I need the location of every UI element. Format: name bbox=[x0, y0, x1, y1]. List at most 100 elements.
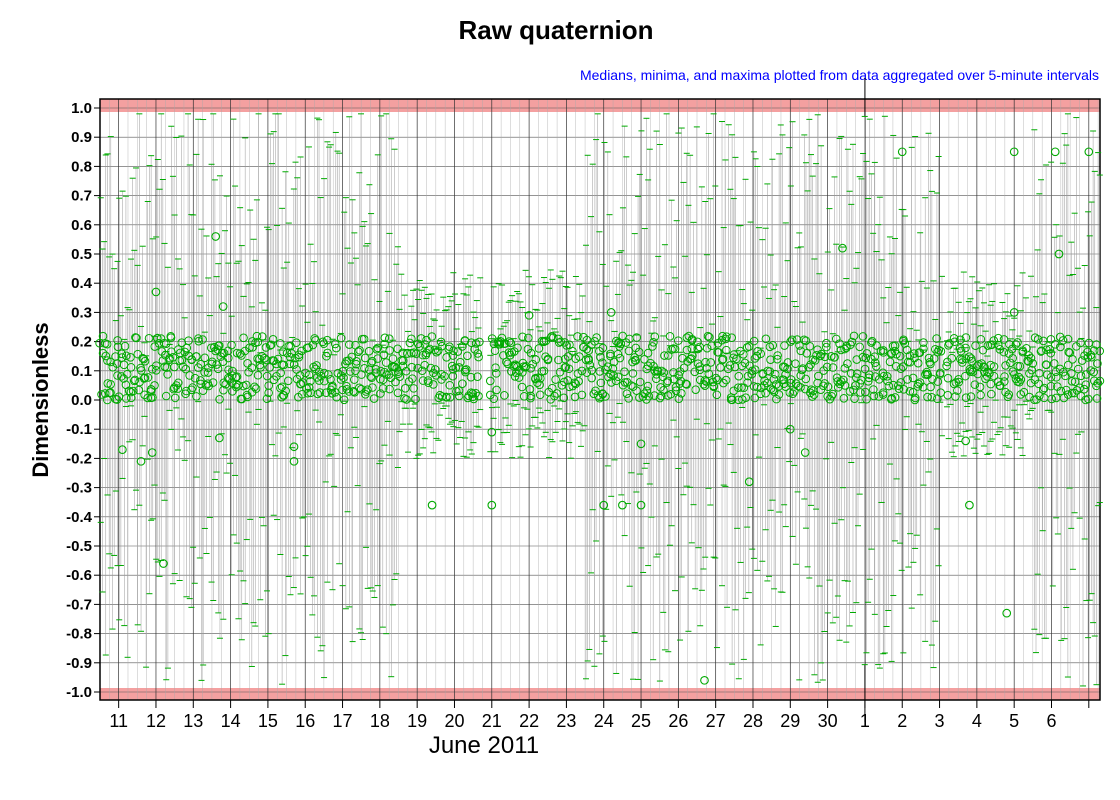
median-marker bbox=[768, 340, 778, 350]
median-marker bbox=[1076, 338, 1085, 348]
median-marker bbox=[702, 377, 711, 386]
median-marker bbox=[849, 331, 859, 341]
median-marker bbox=[805, 341, 815, 351]
median-marker bbox=[306, 376, 315, 386]
median-marker bbox=[188, 383, 197, 392]
median-marker bbox=[919, 344, 928, 354]
median-marker bbox=[243, 358, 252, 368]
median-marker bbox=[101, 351, 111, 361]
median-marker bbox=[138, 353, 147, 363]
median-marker bbox=[151, 361, 161, 370]
median-marker bbox=[409, 384, 419, 393]
median-marker bbox=[511, 368, 521, 378]
median-marker bbox=[148, 393, 157, 402]
median-marker bbox=[215, 341, 224, 350]
median-marker bbox=[595, 367, 605, 376]
median-marker bbox=[985, 369, 994, 378]
median-marker bbox=[126, 363, 136, 372]
median-marker bbox=[570, 378, 579, 388]
median-marker bbox=[289, 360, 299, 369]
median-marker bbox=[656, 383, 665, 392]
x-tick-label: 14 bbox=[221, 711, 241, 731]
median-markers bbox=[95, 147, 1105, 685]
median-marker bbox=[173, 378, 183, 388]
median-marker bbox=[250, 382, 259, 392]
y-tick-label: -0.6 bbox=[66, 567, 92, 584]
median-marker bbox=[306, 388, 316, 398]
median-marker bbox=[510, 372, 520, 381]
median-marker bbox=[961, 371, 970, 381]
median-marker bbox=[908, 373, 918, 383]
median-marker bbox=[879, 346, 888, 355]
median-marker bbox=[896, 364, 906, 374]
median-marker bbox=[823, 382, 833, 391]
median-marker bbox=[1005, 358, 1015, 368]
median-marker bbox=[385, 346, 395, 355]
median-marker bbox=[598, 389, 607, 398]
median-marker bbox=[555, 367, 565, 377]
x-tick-label: 25 bbox=[631, 711, 651, 731]
median-marker bbox=[867, 338, 876, 347]
median-marker bbox=[425, 344, 434, 354]
median-marker bbox=[351, 359, 361, 369]
median-marker bbox=[196, 359, 206, 369]
median-marker bbox=[473, 372, 482, 381]
median-marker bbox=[956, 346, 966, 356]
median-marker bbox=[1061, 371, 1070, 381]
median-marker bbox=[161, 339, 171, 348]
x-tick-label: 23 bbox=[556, 711, 576, 731]
median-marker bbox=[442, 393, 451, 402]
median-marker bbox=[551, 375, 560, 384]
median-marker bbox=[667, 345, 676, 354]
median-marker bbox=[163, 370, 172, 379]
median-marker bbox=[1050, 340, 1060, 349]
median-marker bbox=[983, 367, 992, 377]
median-marker bbox=[1045, 344, 1055, 354]
median-marker bbox=[563, 352, 573, 361]
median-marker bbox=[543, 354, 553, 364]
median-marker bbox=[679, 363, 689, 373]
median-marker bbox=[571, 379, 581, 389]
median-marker bbox=[687, 351, 697, 360]
median-marker bbox=[170, 393, 180, 403]
median-marker bbox=[753, 346, 763, 356]
median-marker bbox=[915, 378, 925, 387]
x-tick-label: 1 bbox=[860, 711, 870, 731]
median-marker bbox=[275, 339, 285, 348]
median-marker bbox=[1064, 347, 1074, 357]
x-tick-label: 29 bbox=[780, 711, 800, 731]
median-marker bbox=[166, 332, 176, 341]
median-marker bbox=[336, 333, 346, 343]
median-marker bbox=[965, 500, 974, 510]
y-tick-label: -0.1 bbox=[66, 421, 92, 438]
median-marker bbox=[954, 377, 964, 387]
median-marker bbox=[400, 384, 410, 393]
x-tick-label: 26 bbox=[668, 711, 688, 731]
median-marker bbox=[1046, 381, 1056, 391]
median-marker bbox=[1019, 387, 1029, 397]
median-marker bbox=[489, 394, 499, 404]
median-marker bbox=[933, 347, 942, 357]
median-marker bbox=[192, 352, 201, 361]
median-marker bbox=[146, 384, 156, 394]
median-marker bbox=[256, 363, 265, 372]
median-marker bbox=[839, 375, 848, 385]
median-marker bbox=[660, 351, 669, 360]
median-marker bbox=[722, 345, 731, 355]
y-tick-label: 0.8 bbox=[71, 158, 92, 175]
median-marker bbox=[702, 363, 711, 373]
median-marker bbox=[339, 373, 348, 383]
median-marker bbox=[524, 333, 533, 343]
median-marker bbox=[691, 385, 700, 394]
median-marker bbox=[1004, 390, 1014, 399]
median-marker bbox=[314, 376, 324, 385]
y-tick-label: -0.2 bbox=[66, 450, 92, 467]
median-marker bbox=[585, 360, 595, 370]
median-marker bbox=[908, 387, 918, 397]
median-marker bbox=[388, 354, 398, 363]
median-marker bbox=[814, 371, 823, 381]
median-marker bbox=[1011, 340, 1021, 349]
median-marker bbox=[924, 353, 934, 363]
median-marker bbox=[631, 356, 640, 365]
median-marker bbox=[596, 352, 605, 362]
